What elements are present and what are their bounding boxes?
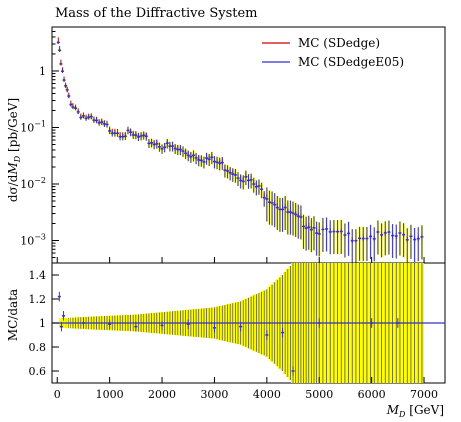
bottom-y-tick-label: 1.4 <box>29 269 47 282</box>
top-y-tick-label: 10−2 <box>20 176 46 191</box>
top-y-tick-label: 10−1 <box>20 119 46 134</box>
x-tick-label: 1000 <box>96 388 124 401</box>
x-tick-label: 4000 <box>253 388 281 401</box>
bottom-y-tick-label: 1 <box>39 317 46 330</box>
legend: MC (SDedge) MC (SDedgeE05) <box>262 36 404 69</box>
x-tick-label: 6000 <box>358 388 386 401</box>
y-axis-label-bottom: MC/data <box>6 289 20 341</box>
x-tick-label: 7000 <box>410 388 438 401</box>
bottom-y-tick-label: 1.2 <box>29 293 47 306</box>
bottom-y-tick-label: 0.8 <box>29 341 47 354</box>
x-tick-label: 3000 <box>200 388 228 401</box>
chart-title: Mass of the Diffractive System <box>55 6 258 21</box>
y-axis-label-top: dσ/dMD [pb/GeV] <box>6 98 22 202</box>
top-panel: 1 10−1 10−2 10−3 <box>20 26 446 264</box>
x-tick-label: 0 <box>54 388 61 401</box>
x-axis-label: MD [GeV] <box>386 403 444 419</box>
x-tick-label: 2000 <box>148 388 176 401</box>
legend-label-sdedgee05: MC (SDedgeE05) <box>298 55 404 69</box>
legend-label-sdedge: MC (SDedge) <box>298 36 380 50</box>
bottom-panel: 0.6 0.8 1 1.2 1.4 <box>29 262 446 384</box>
x-tick-label: 5000 <box>305 388 333 401</box>
bottom-y-tick-label: 0.6 <box>29 365 47 378</box>
top-y-tick-label: 10−3 <box>20 233 46 248</box>
top-y-tick-label: 1 <box>39 65 46 78</box>
